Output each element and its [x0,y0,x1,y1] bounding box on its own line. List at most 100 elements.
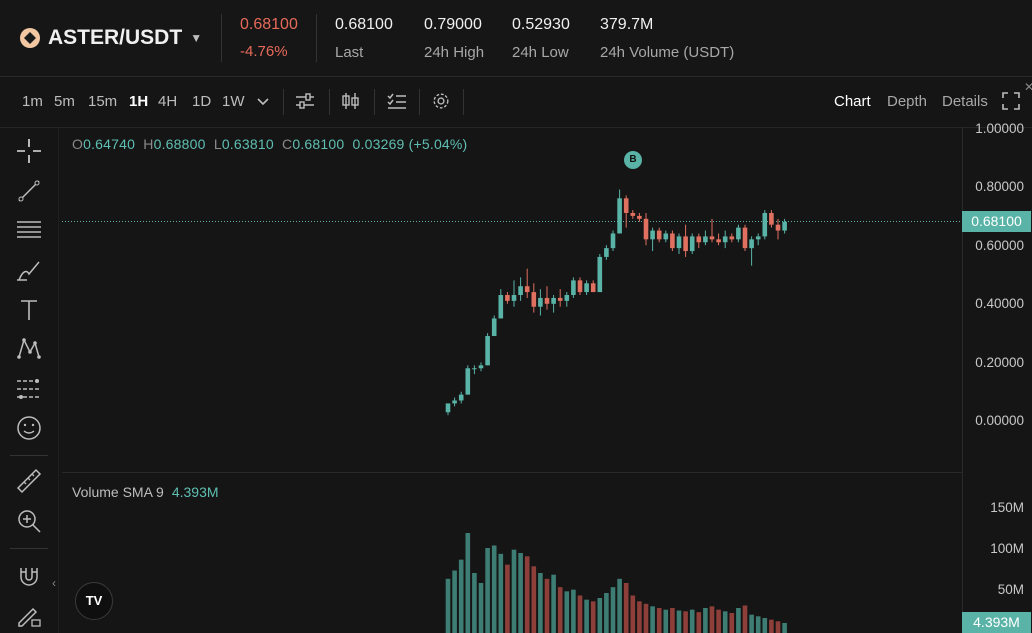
candle[interactable] [755,233,761,246]
gear-icon[interactable] [430,91,452,111]
volume-bar [531,566,537,633]
templates-icon[interactable] [386,91,408,111]
volume-bar [637,601,642,633]
brush-icon[interactable] [15,256,43,284]
candle[interactable] [458,391,464,404]
candle[interactable] [498,289,504,319]
candle[interactable] [452,397,457,407]
tab-5m[interactable]: 5m [54,93,75,110]
candlestick-icon[interactable] [340,91,362,111]
candle[interactable] [670,230,675,252]
text-icon[interactable] [15,296,43,324]
candle[interactable] [676,233,682,254]
volume-bar [524,556,530,633]
symbol-selector[interactable]: ASTER/USDT ▼ [20,26,202,50]
candle[interactable] [610,230,616,252]
candle[interactable] [716,233,721,246]
tab-chart[interactable]: Chart [834,93,871,110]
candle[interactable] [557,289,563,307]
price-tick: 0.20000 [975,355,1024,370]
tab-depth[interactable]: Depth [887,93,928,110]
candle[interactable] [683,224,688,257]
fullscreen-icon[interactable] [1000,91,1022,111]
candle[interactable] [564,292,570,307]
candle[interactable] [531,283,537,313]
candle[interactable] [762,210,768,240]
fib-retracement-icon[interactable] [15,375,43,403]
ruler-icon[interactable] [15,467,43,495]
candle[interactable] [617,189,622,234]
emoji-icon[interactable] [15,414,43,442]
candle[interactable] [485,333,490,366]
close-icon[interactable]: ✕ [1024,80,1032,94]
volume-bar [775,621,781,633]
candle[interactable] [696,233,702,249]
volume-bar [518,553,523,633]
candle[interactable] [505,292,510,304]
candle[interactable] [584,280,589,296]
volume-bar [617,578,622,633]
candle[interactable] [775,218,781,240]
candle[interactable] [538,289,543,316]
candle[interactable] [491,315,497,337]
candle[interactable] [749,236,754,266]
candle[interactable] [782,218,787,234]
candle[interactable] [511,280,517,307]
magnet-icon[interactable] [15,562,43,590]
indicators-icon[interactable] [294,91,316,111]
trend-line-icon[interactable] [15,177,43,205]
tab-4h[interactable]: 4H [158,93,178,110]
buy-marker[interactable]: B [624,151,642,169]
candle[interactable] [623,195,629,228]
lock-pencil-icon[interactable] [15,601,43,629]
candle[interactable] [577,277,583,296]
candle[interactable] [597,253,603,293]
tab-details[interactable]: Details [942,93,988,110]
pane-divider[interactable] [62,472,962,473]
candle[interactable] [729,233,735,243]
candle[interactable] [722,230,728,249]
ohlc-legend: O0.64740 H0.68800 L0.63810 C0.68100 0.03… [72,136,467,152]
crosshair-icon[interactable] [15,137,43,165]
stat-label: Last [335,44,364,61]
pattern-icon[interactable] [15,335,43,363]
candle[interactable] [656,227,662,243]
candle[interactable] [709,218,715,243]
candle[interactable] [604,245,609,260]
candle[interactable] [736,224,741,243]
candle[interactable] [637,212,642,222]
candle[interactable] [472,365,477,375]
candle[interactable] [703,230,708,246]
candle[interactable] [571,277,576,298]
candle[interactable] [518,277,523,301]
volume-tick: 100M [990,541,1024,556]
candle[interactable] [689,233,695,254]
candle[interactable] [551,295,556,313]
stat-label: 24h Low [512,44,569,61]
volume-bar [544,578,550,633]
candle[interactable] [465,365,471,395]
candle[interactable] [445,403,451,416]
candle[interactable] [544,286,550,310]
candle[interactable] [524,268,530,298]
chevron-down-icon[interactable] [252,91,274,111]
horizontal-lines-icon[interactable] [15,216,43,244]
stat-label: 24h Volume (USDT) [600,44,735,61]
candle[interactable] [643,212,649,246]
candle[interactable] [769,210,774,228]
tab-1m[interactable]: 1m [22,93,43,110]
candle[interactable] [478,362,484,372]
tab-1h[interactable]: 1H [129,93,149,110]
tradingview-logo[interactable]: TV [75,582,113,620]
tab-1d[interactable]: 1D [192,93,212,110]
tab-15m[interactable]: 15m [88,93,118,110]
candle[interactable] [650,227,655,252]
candle[interactable] [663,230,669,243]
tab-1w[interactable]: 1W [222,93,245,110]
zoom-in-icon[interactable] [15,507,43,535]
collapse-toolbar-icon[interactable]: ‹ [52,576,56,590]
candle[interactable] [630,210,636,219]
candle[interactable] [590,280,596,293]
candle[interactable] [742,224,748,252]
